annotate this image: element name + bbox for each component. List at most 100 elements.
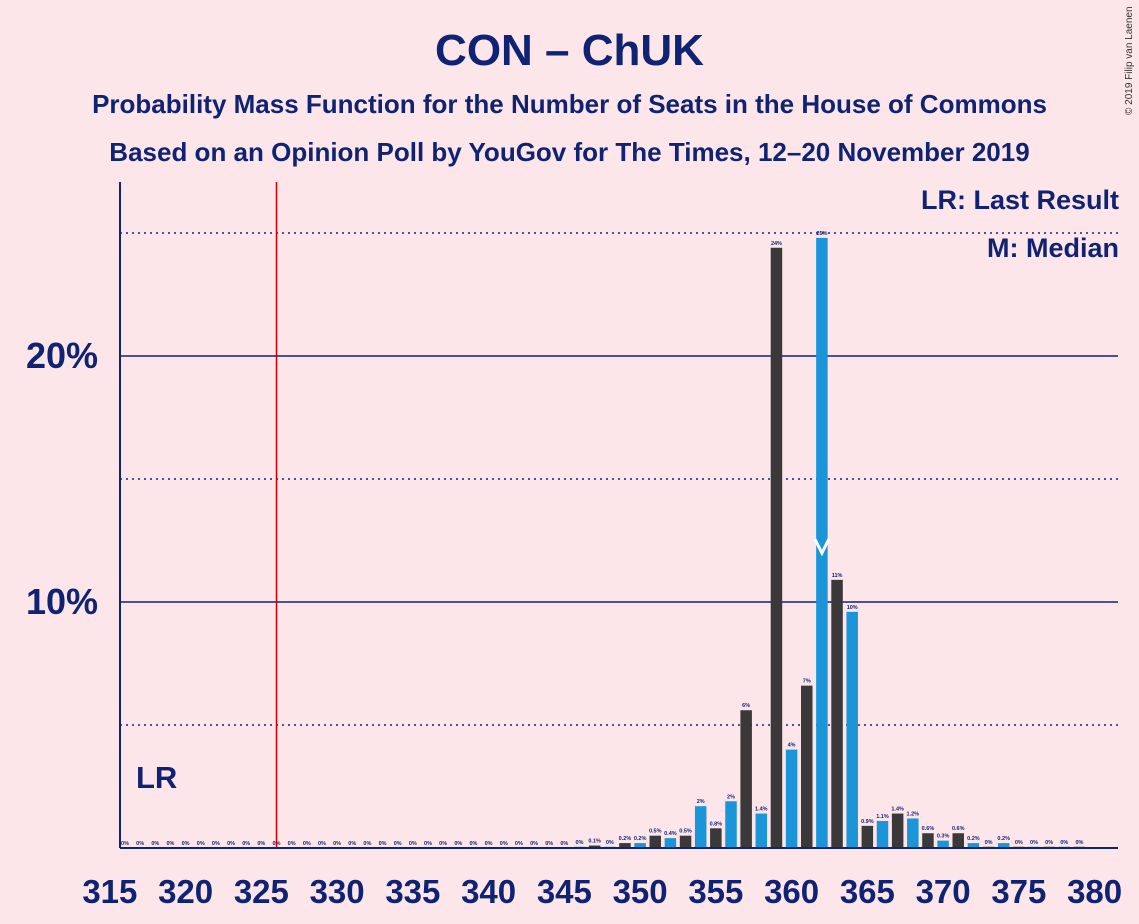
bar — [891, 813, 904, 848]
bar-value-label: 0% — [212, 841, 220, 847]
y-tick-label: 10% — [26, 581, 98, 622]
chart-subtitle-2: Based on an Opinion Poll by YouGov for T… — [109, 137, 1030, 167]
bar-value-label: 0% — [394, 841, 402, 847]
bar — [619, 843, 631, 848]
bar-value-label: 0% — [136, 841, 144, 847]
bar-value-label: 0.8% — [710, 821, 723, 827]
legend-median: M: Median — [987, 233, 1119, 263]
bar-value-label: 0% — [530, 841, 538, 847]
x-tick-label: 345 — [537, 873, 592, 910]
legend-last-result: LR: Last Result — [920, 185, 1119, 215]
x-tick-label: 370 — [916, 873, 971, 910]
bar-value-label: 0.2% — [619, 836, 632, 842]
bar-value-label: 0.4% — [664, 831, 677, 837]
bar-value-label: 0% — [379, 841, 387, 847]
bar-value-label: 0% — [500, 841, 508, 847]
bar-value-label: 0.5% — [679, 829, 692, 835]
bar — [755, 813, 768, 848]
bar-value-label: 0% — [303, 841, 311, 847]
bar-value-label: 0% — [1075, 840, 1083, 846]
bar — [710, 828, 722, 848]
bar — [861, 825, 874, 848]
bar-value-label: 25% — [816, 231, 827, 237]
bar-value-label: 0% — [409, 841, 417, 847]
bar-value-label: 0% — [318, 841, 326, 847]
bar-value-label: 2% — [727, 794, 735, 800]
x-tick-label: 340 — [461, 873, 516, 910]
bar-value-label: 0% — [242, 841, 250, 847]
bar — [801, 685, 813, 848]
bar-value-label: 10% — [847, 605, 858, 611]
bars — [573, 237, 1086, 849]
bar — [634, 843, 646, 848]
bar-value-label: 11% — [832, 573, 843, 579]
bar-value-label: 0% — [439, 841, 447, 847]
bar-value-label: 0.2% — [634, 836, 647, 842]
markers: LR — [136, 182, 831, 848]
bar-value-label: 0% — [333, 841, 341, 847]
bar-value-label: 1.4% — [891, 807, 904, 813]
bar-value-label: 0% — [288, 841, 296, 847]
bar — [816, 237, 828, 849]
bar-value-label: 0% — [469, 841, 477, 847]
x-tick-label: 330 — [310, 873, 365, 910]
bar — [679, 835, 692, 848]
bar-value-label: 2% — [697, 799, 705, 805]
bar-value-label: 0% — [1030, 840, 1038, 846]
bar-value-label: 0.9% — [861, 819, 874, 825]
bar-value-label: 0% — [560, 841, 568, 847]
bar-value-label: 0% — [197, 841, 205, 847]
bar-value-label: 0% — [454, 841, 462, 847]
bar-value-label: 4% — [788, 743, 796, 749]
x-tick-label: 325 — [234, 873, 289, 910]
bar-value-label: 0% — [515, 841, 523, 847]
bar-value-label: 0% — [1015, 840, 1023, 846]
bar-value-label: 0% — [166, 841, 174, 847]
bar — [770, 247, 783, 848]
bar — [876, 820, 889, 848]
bar-value-label: 0% — [424, 841, 432, 847]
x-tick-label: 365 — [840, 873, 895, 910]
bar-value-label: 0% — [121, 841, 129, 847]
bar — [997, 843, 1010, 848]
x-tick-label: 315 — [82, 873, 137, 910]
bar-value-label: 0% — [485, 841, 493, 847]
bar — [846, 611, 858, 848]
bar — [664, 838, 677, 848]
bar-value-label: 0% — [348, 841, 356, 847]
bar-value-label: 0% — [606, 840, 614, 846]
x-tick-label: 375 — [991, 873, 1046, 910]
bar-value-label: 0.3% — [937, 834, 950, 840]
x-tick-label: 360 — [764, 873, 819, 910]
bar — [952, 833, 964, 848]
bar-value-label: 0% — [985, 840, 993, 846]
bar-value-label: 1.1% — [876, 814, 889, 820]
bar — [725, 801, 737, 848]
bar-value-label: 0% — [576, 840, 584, 846]
x-tick-label: 355 — [688, 873, 743, 910]
bar-value-label: 0% — [1045, 840, 1053, 846]
bar — [785, 749, 798, 848]
bar-labels: 0% 0% 0% 0% 0% 0% 0% 0% 0% 0% 0% 0% 0% 0% 0% 0% 0% 0% 0% 0%… — [121, 231, 1084, 847]
bar — [694, 806, 707, 848]
grid-lines: 10% 20% — [26, 232, 1118, 726]
bar-value-label: 0% — [257, 841, 265, 847]
axes: 315 320 325 330 335 340 345 350 355 360 365 370 375 3… — [82, 182, 1122, 910]
x-tick-label: 350 — [613, 873, 668, 910]
bar-value-label: 1.4% — [755, 807, 768, 813]
median-marker — [813, 538, 831, 557]
bar-value-label: 0.6% — [952, 826, 965, 832]
x-tick-label: 320 — [158, 873, 213, 910]
bar-value-label: 0.2% — [967, 836, 980, 842]
bar — [937, 840, 949, 848]
bar-value-label: 0.5% — [649, 829, 662, 835]
last-result-label: LR — [136, 760, 177, 795]
bar-value-label: 0% — [545, 841, 553, 847]
chart-title: CON – ChUK — [435, 26, 704, 75]
bar — [922, 833, 934, 848]
bar-value-label: 0% — [182, 841, 190, 847]
y-tick-label: 20% — [26, 335, 98, 376]
bar — [907, 818, 919, 848]
bar-value-label: 0.1% — [588, 839, 601, 845]
